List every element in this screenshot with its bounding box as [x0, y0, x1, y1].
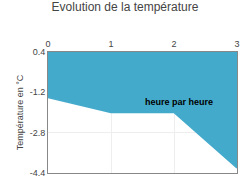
- svg-text:-4.4: -4.4: [30, 168, 46, 178]
- svg-text:heure par heure: heure par heure: [145, 97, 213, 107]
- svg-text:1: 1: [108, 39, 113, 49]
- svg-text:-2.8: -2.8: [30, 128, 46, 138]
- svg-text:Evolution de la température: Evolution de la température: [52, 0, 199, 14]
- svg-text:-1.2: -1.2: [30, 87, 46, 97]
- svg-text:3: 3: [234, 39, 239, 49]
- svg-text:2: 2: [171, 39, 176, 49]
- svg-text:Température en °C: Température en °C: [15, 74, 25, 150]
- svg-text:0.4: 0.4: [33, 47, 46, 57]
- svg-text:0: 0: [45, 39, 50, 49]
